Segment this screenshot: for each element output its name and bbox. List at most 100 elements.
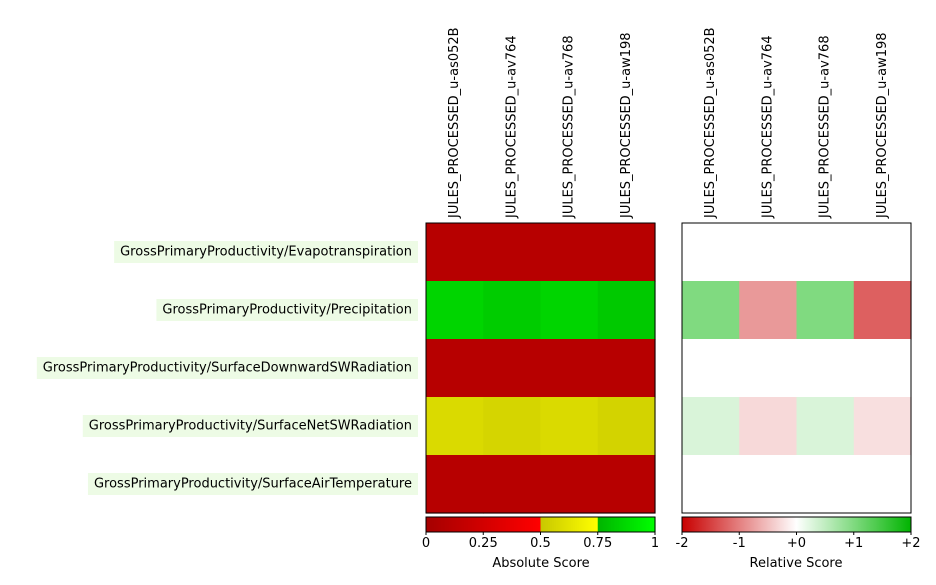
absolute-colorbar-segment [439,517,442,532]
absolute-colorbar-segment [536,517,540,532]
absolute-colorbar-segment [553,517,557,532]
absolute-column-labels: JULES_PROCESSED_u-as052B JULES_PROCESSED_… [447,27,634,219]
absolute-cell [597,455,656,514]
absolute-colorbar-segment [580,517,584,532]
absolute-colorbar-segment [595,517,599,532]
absolute-colorbar-segment [454,517,458,532]
relative-heatmap-frame [681,222,912,514]
column-label: JULES_PROCESSED_u-as052B [703,27,718,219]
absolute-colorbar-segment [601,517,605,532]
relative-cell [853,223,912,282]
absolute-colorbar-segment [445,517,448,532]
absolute-cell [426,397,484,456]
absolute-colorbar-segment [639,517,643,532]
absolute-colorbar-segment [509,517,513,532]
relative-cell [739,397,798,456]
colorbar-tick-label: 0.75 [583,536,612,551]
absolute-colorbar-segment [590,517,593,532]
absolute-colorbar-segment [429,517,433,532]
relative-cell [682,223,740,282]
absolute-colorbar-segment [452,517,456,532]
absolute-colorbar-segment [578,517,582,532]
absolute-colorbar-segment [433,517,437,532]
absolute-colorbar-segment [448,517,452,532]
absolute-colorbar-segment [519,517,523,532]
absolute-colorbar-segment [614,517,618,532]
column-label: JULES_PROCESSED_u-aw198 [619,32,634,219]
row-label-background [156,299,418,321]
absolute-cell [597,223,656,282]
absolute-colorbar-segment [456,517,460,532]
absolute-colorbar: 0 0.25 0.5 0.75 1 [422,516,659,551]
absolute-colorbar-segment [645,517,648,532]
absolute-colorbar-segment [550,517,553,532]
absolute-colorbar-segment [517,517,521,532]
absolute-colorbar-segment [641,517,645,532]
absolute-colorbar-segment [483,517,486,532]
absolute-colorbar-segment [466,517,469,532]
absolute-colorbar-segment [628,517,631,532]
absolute-colorbar-segment [437,517,440,532]
absolute-colorbar-segment [584,517,587,532]
absolute-colorbar-segment [571,517,574,532]
absolute-colorbar-segment [607,517,610,532]
relative-cell [796,281,855,340]
absolute-colorbar-segment [450,517,454,532]
absolute-colorbar-segment [490,517,494,532]
absolute-cell [540,281,599,340]
absolute-colorbar-segment [475,517,479,532]
absolute-colorbar-segment [561,517,564,532]
relative-cell [739,223,798,282]
absolute-colorbar-segment [593,517,597,532]
absolute-colorbar-segment [559,517,563,532]
relative-cell [853,455,912,514]
colorbar-tick-label: -1 [733,536,746,551]
absolute-colorbar-segment [574,517,578,532]
absolute-colorbar-segment [427,517,431,532]
absolute-colorbar-segment [479,517,482,532]
absolute-colorbar-segment [565,517,568,532]
absolute-colorbar-segment [426,517,429,532]
column-label: JULES_PROCESSED_u-as052B [447,27,462,219]
absolute-colorbar-segment [613,517,616,532]
row-label: GrossPrimaryProductivity/SurfaceAirTempe… [94,477,412,492]
absolute-colorbar-label: Absolute Score [492,556,589,571]
absolute-colorbar-segment [530,517,534,532]
absolute-colorbar-segment [502,517,505,532]
absolute-colorbar-segment [551,517,555,532]
relative-colorbar-bar [681,516,912,533]
absolute-colorbar-segment [649,517,652,532]
absolute-colorbar-segment [599,517,603,532]
absolute-colorbar-segment [494,517,498,532]
row-label-background [114,241,418,263]
relative-cell [796,455,855,514]
absolute-colorbar-segment [611,517,614,532]
relative-cell [682,397,740,456]
absolute-colorbar-segment [446,517,450,532]
absolute-colorbar-segment [603,517,606,532]
absolute-colorbar-segment [620,517,624,532]
absolute-colorbar-segment [471,517,475,532]
absolute-colorbar-segment [647,517,650,532]
absolute-colorbar-segment [477,517,481,532]
relative-cell [682,281,740,340]
colorbar-tick-label: -2 [676,536,689,551]
absolute-colorbar-segment [569,517,572,532]
absolute-colorbar-segment [653,517,656,532]
absolute-colorbar-segment [513,517,517,532]
absolute-colorbar-segment [567,517,570,532]
absolute-colorbar-segment [431,517,435,532]
row-label-background [82,415,418,437]
absolute-cell [597,281,656,340]
row-label: GrossPrimaryProductivity/SurfaceNetSWRad… [89,419,412,434]
absolute-colorbar-segment [488,517,492,532]
absolute-colorbar-segment [548,517,551,532]
absolute-colorbar-segment [618,517,622,532]
absolute-colorbar-segment [576,517,580,532]
absolute-colorbar-segment [592,517,595,532]
absolute-colorbar-segment [643,517,647,532]
absolute-colorbar-segment [496,517,500,532]
absolute-colorbar-segment [557,517,561,532]
absolute-colorbar-segment [588,517,591,532]
absolute-cell [426,281,484,340]
